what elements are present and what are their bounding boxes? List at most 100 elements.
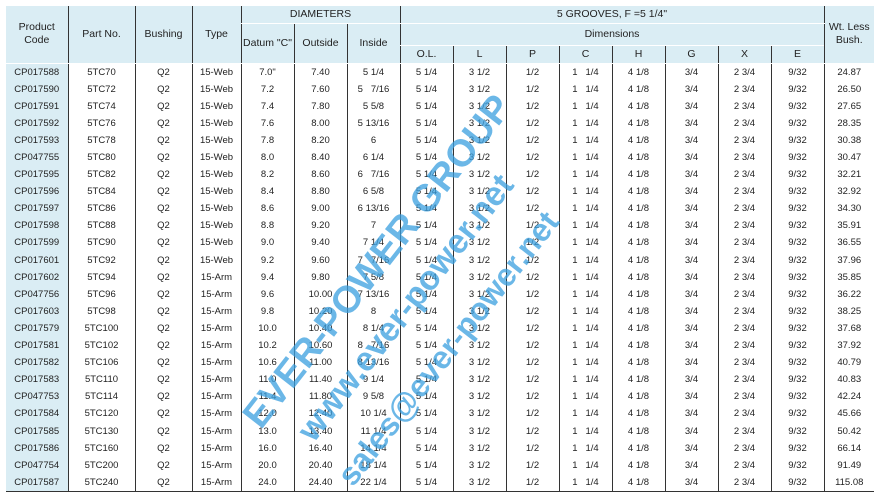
cell-bushing: Q2 [134, 131, 192, 149]
cell-part-no: 5TC130 [67, 422, 135, 440]
cell-outside: 9.60 [293, 251, 347, 269]
product-spec-table: Product Code Part No. Bushing Type DIAME… [6, 6, 874, 492]
cell-bushing: Q2 [134, 285, 192, 303]
cell-l: 3 1/2 [452, 131, 506, 149]
cell-ol: 5 1/4 [399, 405, 453, 423]
table-row: CP017595 5TC82 Q2 15-Web 8.2 8.60 6 7/16 5 1/4 3… [6, 166, 874, 184]
cell-c: 1 1/4 [558, 183, 612, 201]
cell-c: 1 1/4 [558, 439, 612, 457]
cell-x: 2 3/4 [717, 234, 771, 252]
cell-p: 1/2 [505, 183, 559, 201]
cell-e: 9/32 [770, 131, 824, 149]
cell-inside: 5 1/4 [346, 63, 400, 81]
table-row: CP017584 5TC120 Q2 15-Arm 12.0 12.40 10 1/4 5 1… [6, 405, 874, 423]
cell-inside: 7 5/8 [346, 268, 400, 286]
cell-type: 15-Web [191, 166, 241, 184]
cell-part-no: 5TC80 [67, 148, 135, 167]
header-datum: Datum "C" [240, 23, 294, 64]
table-row: CP017582 5TC106 Q2 15-Arm 10.6 11.00 8 13/16 5 … [6, 354, 874, 372]
cell-p: 1/2 [505, 131, 559, 149]
cell-ol: 5 1/4 [399, 302, 453, 320]
cell-e: 9/32 [770, 97, 824, 115]
cell-inside: 6 [346, 131, 400, 149]
cell-h: 4 1/8 [611, 302, 665, 320]
cell-p: 1/2 [505, 371, 559, 389]
cell-datum: 10.0 [240, 319, 294, 337]
cell-part-no: 5TC72 [67, 80, 135, 98]
cell-g: 3/4 [664, 114, 718, 132]
cell-inside: 8 13/16 [346, 354, 400, 372]
cell-bushing: Q2 [134, 354, 192, 372]
header-bushing: Bushing [134, 6, 192, 64]
cell-c: 1 1/4 [558, 251, 612, 269]
cell-c: 1 1/4 [558, 166, 612, 184]
cell-type: 15-Arm [191, 473, 241, 492]
cell-product-code: CP047755 [6, 148, 68, 167]
cell-part-no: 5TC240 [67, 473, 135, 492]
cell-ol: 5 1/4 [399, 234, 453, 252]
table-row: CP017596 5TC84 Q2 15-Web 8.4 8.80 6 5/8 5 1/4 3 … [6, 183, 874, 201]
cell-c: 1 1/4 [558, 63, 612, 81]
cell-p: 1/2 [505, 114, 559, 132]
table-row: CP047756 5TC96 Q2 15-Arm 9.6 10.00 7 13/16 5 1/… [6, 285, 874, 303]
table-row: CP017593 5TC78 Q2 15-Web 7.8 8.20 6 5 1/4 3 1/2 1… [6, 131, 874, 149]
cell-weight: 35.85 [823, 268, 874, 286]
header-grooves: 5 GROOVES, F =5 1/4" [399, 6, 824, 24]
cell-x: 2 3/4 [717, 268, 771, 286]
cell-type: 15-Web [191, 148, 241, 167]
cell-g: 3/4 [664, 251, 718, 269]
cell-type: 15-Arm [191, 354, 241, 372]
cell-weight: 91.49 [823, 456, 874, 474]
cell-inside: 9 5/8 [346, 388, 400, 406]
cell-c: 1 1/4 [558, 422, 612, 440]
cell-part-no: 5TC70 [67, 63, 135, 81]
cell-datum: 9.0 [240, 234, 294, 252]
cell-g: 3/4 [664, 217, 718, 235]
cell-h: 4 1/8 [611, 251, 665, 269]
table-row: CP047755 5TC80 Q2 15-Web 8.0 8.40 6 1/4 5 1/4 3 … [6, 148, 874, 167]
cell-weight: 26.50 [823, 80, 874, 98]
table-row: CP047754 5TC200 Q2 15-Arm 20.0 20.40 18 1/4 5 1… [6, 456, 874, 474]
cell-product-code: CP017581 [6, 337, 68, 355]
cell-g: 3/4 [664, 166, 718, 184]
cell-bushing: Q2 [134, 97, 192, 115]
cell-weight: 36.22 [823, 285, 874, 303]
cell-part-no: 5TC100 [67, 319, 135, 337]
cell-part-no: 5TC92 [67, 251, 135, 269]
cell-g: 3/4 [664, 422, 718, 440]
cell-outside: 11.80 [293, 388, 347, 406]
cell-weight: 32.21 [823, 166, 874, 184]
cell-g: 3/4 [664, 371, 718, 389]
cell-datum: 7.6 [240, 114, 294, 132]
table-row: CP017598 5TC88 Q2 15-Web 8.8 9.20 7 5 1/4 3 1/2 1… [6, 217, 874, 235]
cell-p: 1/2 [505, 439, 559, 457]
cell-x: 2 3/4 [717, 217, 771, 235]
cell-l: 3 1/2 [452, 371, 506, 389]
cell-bushing: Q2 [134, 422, 192, 440]
cell-bushing: Q2 [134, 183, 192, 201]
cell-bushing: Q2 [134, 268, 192, 286]
cell-g: 3/4 [664, 388, 718, 406]
cell-outside: 10.20 [293, 302, 347, 320]
cell-type: 15-Web [191, 131, 241, 149]
cell-l: 3 1/2 [452, 302, 506, 320]
cell-x: 2 3/4 [717, 166, 771, 184]
cell-e: 9/32 [770, 234, 824, 252]
cell-l: 3 1/2 [452, 114, 506, 132]
cell-inside: 14 1/4 [346, 439, 400, 457]
cell-e: 9/32 [770, 63, 824, 81]
cell-product-code: CP017579 [6, 319, 68, 337]
header-inside: Inside [346, 23, 400, 64]
cell-inside: 7 [346, 217, 400, 235]
cell-weight: 36.55 [823, 234, 874, 252]
cell-l: 3 1/2 [452, 166, 506, 184]
cell-outside: 8.40 [293, 148, 347, 167]
cell-h: 4 1/8 [611, 217, 665, 235]
cell-h: 4 1/8 [611, 80, 665, 98]
cell-inside: 22 1/4 [346, 473, 400, 492]
cell-p: 1/2 [505, 337, 559, 355]
cell-datum: 10.2 [240, 337, 294, 355]
cell-c: 1 1/4 [558, 319, 612, 337]
cell-outside: 16.40 [293, 439, 347, 457]
cell-c: 1 1/4 [558, 97, 612, 115]
